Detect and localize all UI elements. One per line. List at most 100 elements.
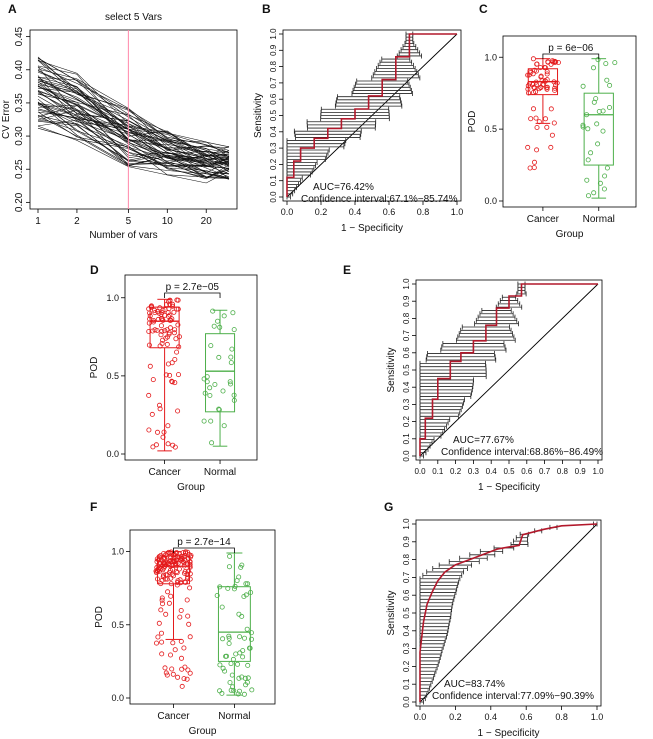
panel-d-point bbox=[147, 313, 153, 319]
panel-f-point bbox=[185, 667, 191, 673]
panel-d-point bbox=[171, 330, 177, 336]
panel-f-point bbox=[219, 690, 225, 696]
panel-f-point bbox=[162, 665, 168, 671]
panel-c-point bbox=[526, 72, 532, 78]
panel-f-point bbox=[183, 549, 189, 555]
panel-c-point bbox=[538, 85, 544, 91]
panel-d-point bbox=[154, 308, 160, 314]
panel-c-x-tick-label: Cancer bbox=[527, 214, 560, 225]
panel-c-box-cancer bbox=[525, 56, 561, 171]
panel-f-point bbox=[214, 593, 220, 599]
panel-e-auc-label: AUC=77.67% bbox=[453, 435, 514, 446]
panel-a-series-line bbox=[37, 83, 230, 156]
panel-f-point bbox=[161, 551, 167, 557]
panel-c-frame bbox=[502, 35, 637, 208]
panel-f-point bbox=[188, 554, 194, 560]
panel-d-point bbox=[159, 328, 165, 334]
panel-b-y-tick-label: 0.3 bbox=[269, 142, 278, 154]
panel-c-point bbox=[538, 73, 544, 79]
panel-b-y-tick-label: 0.2 bbox=[269, 158, 278, 170]
panel-d-box bbox=[205, 333, 236, 413]
panel-d-point bbox=[167, 312, 173, 318]
panel-d-point bbox=[165, 299, 171, 305]
panel-f-point bbox=[239, 562, 245, 568]
panel-f-point bbox=[236, 688, 242, 694]
panel-g-x-tick-label: 1.0 bbox=[591, 712, 604, 722]
panel-e-y-tick-label: 0.9 bbox=[402, 295, 411, 307]
panel-f-point bbox=[223, 653, 229, 659]
panel-f-point bbox=[236, 675, 242, 681]
panel-f-point bbox=[155, 634, 161, 640]
panel-d-point bbox=[204, 379, 210, 385]
panel-d-point bbox=[227, 379, 233, 385]
panel-e-x-tick-label: 1.0 bbox=[592, 467, 604, 476]
panel-e-y-axis-title: Sensitivity bbox=[386, 347, 397, 392]
panel-c-point bbox=[532, 67, 538, 73]
panel-d-point bbox=[167, 317, 173, 323]
panel-g-roc-curve bbox=[419, 523, 598, 702]
panel-f-point bbox=[165, 589, 171, 595]
panel-a-series-line bbox=[37, 78, 230, 170]
panel-f-point bbox=[159, 601, 165, 607]
panel-d-point bbox=[172, 327, 178, 333]
panel-b-y-tick-label: 0.8 bbox=[269, 60, 278, 72]
panel-f-point bbox=[222, 668, 228, 674]
panel-d-point bbox=[158, 323, 164, 329]
panel-c-point bbox=[602, 173, 608, 179]
panel-c-point bbox=[525, 86, 531, 92]
panel-d-point bbox=[204, 374, 210, 380]
panel-c-pvalue: p = 6e−06 bbox=[548, 43, 593, 54]
panel-f-point bbox=[178, 580, 184, 586]
panel-d-point bbox=[160, 307, 166, 313]
panel-c-point bbox=[534, 125, 540, 131]
panel-c-point bbox=[543, 116, 549, 122]
panel-d-point bbox=[157, 343, 163, 349]
panel-d-significance-bracket bbox=[164, 292, 221, 298]
panel-f-point bbox=[225, 585, 231, 591]
panel-e-x-tick-label: 0.2 bbox=[450, 467, 462, 476]
panel-e-x-axis-title: 1 − Specificity bbox=[478, 482, 540, 493]
panel-a-x-tick-label: 2 bbox=[74, 216, 80, 227]
panel-a-series-line bbox=[37, 70, 230, 163]
panel-g-ci-label: Confidence interval:77.09%−90.39% bbox=[432, 691, 594, 702]
panel-g-y-tick-label: 0.4 bbox=[402, 625, 411, 637]
panel-f-point bbox=[237, 650, 243, 656]
panel-d-point bbox=[150, 444, 156, 450]
panel-a-y-tick-label: 0.45 bbox=[14, 26, 25, 46]
panel-d-y-tick-label: 0.5 bbox=[106, 371, 119, 381]
panel-c-point bbox=[527, 81, 533, 87]
panel-d-point bbox=[147, 310, 153, 316]
panel-b-y-tick-label: 0.7 bbox=[269, 77, 278, 89]
panel-d-point bbox=[159, 309, 165, 315]
panel-c-point bbox=[528, 116, 534, 122]
panel-c-point bbox=[536, 119, 542, 125]
panel-f-point bbox=[169, 666, 175, 672]
panel-c-point bbox=[600, 128, 606, 134]
panel-c-point bbox=[553, 59, 559, 65]
panel-c-x-axis-title: Group bbox=[556, 229, 584, 240]
panel-c-point bbox=[552, 87, 558, 93]
panel-f-point bbox=[243, 682, 249, 688]
panel-c-point bbox=[607, 82, 613, 88]
panel-c-point bbox=[527, 165, 533, 171]
panel-a-series-line bbox=[37, 109, 230, 179]
panel-c-point bbox=[597, 180, 603, 186]
panel-b-x-tick-label: 0.2 bbox=[315, 207, 328, 217]
panel-d-point bbox=[165, 423, 171, 429]
panel-c-box bbox=[583, 92, 614, 166]
panel-f-point bbox=[177, 614, 183, 620]
panel-d-point bbox=[174, 306, 180, 312]
panel-d-y-tick-label: 0.0 bbox=[106, 449, 119, 459]
panel-f-point bbox=[217, 584, 223, 590]
panel-e-y-tick-label: 0.8 bbox=[402, 312, 411, 324]
panel-c-point bbox=[533, 79, 539, 85]
panel-a-series-line bbox=[37, 59, 230, 158]
panel-a-series-line bbox=[37, 77, 230, 151]
panel-label-f: F bbox=[90, 500, 98, 514]
panel-d-point bbox=[163, 335, 169, 341]
panel-c-point bbox=[549, 132, 555, 138]
panel-f-point bbox=[240, 654, 246, 660]
panel-b-y-tick-label: 0.5 bbox=[269, 109, 278, 121]
panel-g-auc-label: AUC=83.74% bbox=[444, 679, 505, 690]
panel-b-x-tick-label: 0.4 bbox=[349, 207, 362, 217]
